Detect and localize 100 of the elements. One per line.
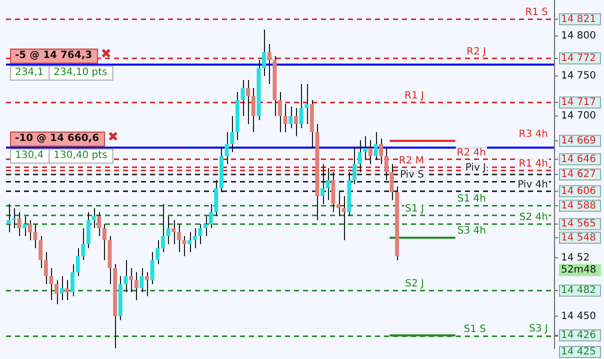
annotation: 234,1 xyxy=(15,67,44,78)
ref-line-label: R1 4h xyxy=(518,158,548,170)
y-tick-label: 14 717 xyxy=(561,97,596,108)
ref-line-label: Piv J xyxy=(465,162,486,174)
y-tick-label: 14 669 xyxy=(561,135,596,146)
candlestick xyxy=(251,88,256,133)
close-icon: ✖ xyxy=(106,130,120,145)
candlestick xyxy=(208,204,213,229)
annotation: -5 @ 14 764,3 xyxy=(15,50,92,62)
y-tick-label: 14 588 xyxy=(561,200,596,212)
candlestick xyxy=(192,228,197,249)
candlestick xyxy=(54,280,59,305)
candlestick xyxy=(134,272,138,301)
candlestick xyxy=(299,84,304,129)
candlestick xyxy=(294,108,298,137)
close-icon: ✖ xyxy=(99,48,114,62)
candlestick xyxy=(230,116,234,153)
candlestick xyxy=(129,268,134,293)
candlestick xyxy=(363,136,368,161)
candlestick xyxy=(76,248,80,277)
ref-line-label: R1 S xyxy=(525,7,548,18)
candlestick xyxy=(198,224,202,245)
text: 14 425 xyxy=(561,346,596,358)
ref-line-label: S1 4h xyxy=(457,194,486,205)
ref-line-label: R2 J xyxy=(466,46,486,58)
candlestick xyxy=(358,140,362,173)
candlestick xyxy=(304,84,309,125)
candlestick xyxy=(224,132,229,165)
candlestick xyxy=(6,204,11,233)
candlestick xyxy=(97,212,102,237)
candlestick xyxy=(166,216,170,245)
candlestick xyxy=(124,260,128,293)
ref-line-label: Piv S xyxy=(400,170,424,181)
y-tick-label: 14 821 xyxy=(561,14,596,25)
candlestick xyxy=(368,140,372,165)
candlestick xyxy=(188,232,192,253)
ref-line-label: R1 J xyxy=(404,90,424,102)
candlestick xyxy=(326,168,330,201)
candlestick xyxy=(160,204,165,253)
ref-line-label: S1 S xyxy=(464,324,486,336)
annotation: 130,40 pts xyxy=(54,150,108,162)
candlestick xyxy=(92,208,96,229)
ref-line-label: S2 4h xyxy=(519,212,548,224)
candlestick xyxy=(240,80,245,117)
candlestick xyxy=(278,92,282,133)
candlestick xyxy=(267,44,272,85)
candlestick xyxy=(33,224,38,249)
candlestick xyxy=(81,228,86,261)
candlestick xyxy=(204,216,208,237)
y-tick-label: 14 606 xyxy=(561,186,596,197)
candlestick xyxy=(65,280,70,301)
candlestick xyxy=(352,148,356,185)
candlestick xyxy=(172,220,176,245)
candlestick xyxy=(28,220,32,241)
candlestick xyxy=(70,264,74,297)
candlestick xyxy=(246,80,250,125)
candlestick xyxy=(49,268,54,301)
y-tick-label: 14 700 xyxy=(561,110,596,122)
candlestick xyxy=(156,240,160,265)
candlestick xyxy=(262,29,266,77)
candlestick xyxy=(102,224,106,261)
candlestick xyxy=(150,252,154,285)
candlestick xyxy=(390,164,394,201)
y-tick-label: 14 772 xyxy=(561,53,596,64)
candlestick xyxy=(384,148,388,181)
ref-line-label: S2 J xyxy=(405,278,424,290)
y-tick-label: 14 750 xyxy=(561,70,596,82)
y-tick-label: 14 52 xyxy=(561,252,590,264)
y-tick-label: 14 450 xyxy=(561,310,596,322)
ref-line-label: R3 4h xyxy=(518,128,548,140)
annotation: 130,4 xyxy=(15,150,44,162)
candlestick xyxy=(12,208,16,229)
y-tick-label: 14 548 xyxy=(561,232,596,244)
y-tick-label: 14 426 xyxy=(561,330,596,341)
candlestick xyxy=(182,236,186,257)
candlestick xyxy=(22,216,27,237)
candlestick xyxy=(144,272,149,297)
annotation: 234,10 pts xyxy=(54,67,108,78)
candlestick xyxy=(176,224,181,253)
y-tick-label: 14 482 xyxy=(561,285,596,296)
candlestick xyxy=(283,104,288,133)
candlestick xyxy=(60,276,64,301)
annotation: -10 @ 14 660,6 xyxy=(15,133,100,144)
y-tick-label: 14 565 xyxy=(561,218,596,230)
candlestick xyxy=(17,212,22,237)
candlestick xyxy=(374,132,378,161)
ref-line-label: S3 4h xyxy=(457,226,486,237)
y-tick-label: 14 800 xyxy=(561,30,596,42)
ref-line-label: S1 J xyxy=(405,203,424,214)
candlestick xyxy=(288,106,293,129)
candlestick xyxy=(140,268,144,293)
ref-line-label: S3 J xyxy=(529,323,548,334)
candlestick xyxy=(342,196,346,241)
ref-line-label: R2 M xyxy=(398,155,424,166)
ref-line-label: R2 4h xyxy=(456,147,486,158)
y-tick-label: 14 627 xyxy=(561,169,596,180)
candlestick xyxy=(320,164,325,205)
candlestick xyxy=(379,138,384,165)
candlestick xyxy=(44,252,48,285)
candlestick xyxy=(38,236,43,269)
